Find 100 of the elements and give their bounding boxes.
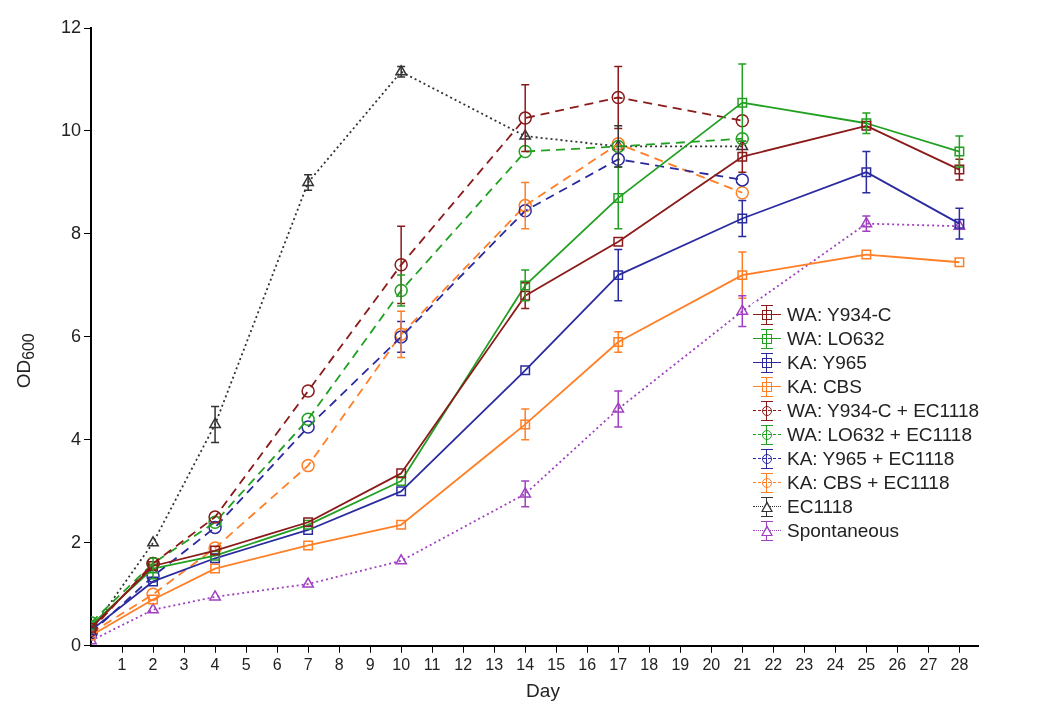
legend-label: Spontaneous	[787, 520, 899, 542]
point	[519, 129, 532, 140]
x-tick-label: 23	[795, 655, 814, 673]
point	[735, 173, 750, 187]
point	[148, 594, 159, 605]
point	[735, 131, 750, 146]
point	[301, 384, 315, 398]
x-tick-label: 12	[454, 655, 473, 673]
point	[301, 458, 315, 473]
x-tick-label: 21	[733, 655, 752, 673]
point	[208, 541, 222, 555]
point	[735, 113, 750, 128]
point	[520, 280, 531, 291]
point	[518, 204, 532, 218]
point	[613, 236, 624, 247]
x-tick-label: 11	[423, 655, 441, 673]
x-tick-label: 17	[609, 655, 628, 673]
point	[520, 290, 531, 301]
point	[613, 270, 624, 281]
x-tick-label: 14	[516, 655, 535, 673]
legend-label: KA: Y965 + EC1118	[787, 448, 955, 470]
point	[394, 283, 408, 298]
x-tick-label: 24	[826, 655, 845, 673]
point	[736, 139, 749, 151]
point	[860, 216, 873, 228]
point	[735, 186, 750, 200]
y-tick-label: 2	[71, 531, 82, 552]
point	[148, 576, 159, 587]
legend-label: KA: Y965	[787, 352, 867, 374]
point	[737, 213, 748, 224]
y-tick-label: 10	[60, 119, 82, 140]
legend-label: EC1118	[787, 496, 853, 518]
point	[861, 167, 872, 178]
point	[301, 412, 315, 427]
x-tick-label: 4	[210, 655, 220, 673]
point	[302, 175, 315, 187]
point	[210, 545, 221, 556]
point	[303, 540, 314, 551]
point	[737, 151, 748, 162]
x-tick-label: 13	[485, 655, 504, 673]
point	[520, 419, 531, 430]
point	[396, 486, 407, 497]
x-tick-label: 3	[179, 655, 189, 673]
legend-label: WA: Y934-C + EC1118	[787, 400, 980, 422]
point	[954, 257, 965, 268]
x-tick-label: 1	[117, 655, 127, 673]
point	[861, 249, 872, 260]
x-tick-label: 22	[764, 655, 783, 673]
y-tick-label: 4	[71, 428, 82, 449]
x-tick-label: 26	[888, 655, 907, 673]
x-tick-label: 15	[547, 655, 566, 673]
x-axis-title: Day	[525, 680, 561, 702]
x-tick-label: 7	[303, 655, 313, 673]
x-tick-label: 8	[334, 655, 344, 673]
point	[394, 258, 408, 272]
point	[520, 365, 531, 376]
y-tick-label: 12	[60, 16, 82, 37]
point	[210, 563, 221, 574]
point	[612, 402, 625, 413]
point	[736, 304, 749, 315]
point	[208, 510, 222, 524]
point	[302, 577, 315, 588]
point	[147, 603, 159, 614]
point	[209, 590, 222, 601]
point	[737, 270, 748, 281]
y-tick-label: 6	[71, 325, 82, 346]
point	[611, 152, 625, 167]
point	[208, 515, 222, 529]
point	[396, 519, 407, 530]
point	[954, 164, 965, 175]
legend-label: WA: LO632	[787, 328, 885, 350]
point	[613, 192, 624, 203]
point	[613, 337, 624, 348]
legend-label: KA: CBS	[787, 376, 862, 398]
point	[209, 417, 222, 429]
x-tick-label: 9	[365, 655, 375, 673]
point	[611, 90, 625, 105]
y-tick-label: 8	[71, 222, 82, 243]
x-tick-label: 5	[241, 655, 251, 673]
x-tick-label: 16	[578, 655, 597, 673]
x-tick-label: 20	[702, 655, 721, 673]
x-tick-label: 2	[148, 655, 158, 673]
x-tick-label: 28	[950, 655, 969, 673]
x-tick-label: 19	[671, 655, 690, 673]
point	[146, 587, 160, 602]
y-tick-label: 0	[71, 634, 82, 655]
point	[954, 146, 965, 157]
point	[518, 198, 532, 213]
x-tick-label: 18	[640, 655, 659, 673]
legend-label: KA: CBS + EC1118	[787, 472, 950, 494]
legend-label: WA: Y934-C	[787, 304, 892, 326]
x-tick-label: 10	[392, 655, 411, 673]
legend-label: WA: LO632 + EC1118	[787, 424, 972, 446]
point	[737, 97, 748, 108]
point	[395, 554, 408, 565]
point	[147, 536, 159, 547]
x-tick-label: 25	[857, 655, 876, 673]
point	[396, 476, 407, 487]
point	[396, 468, 407, 479]
point	[518, 144, 532, 159]
